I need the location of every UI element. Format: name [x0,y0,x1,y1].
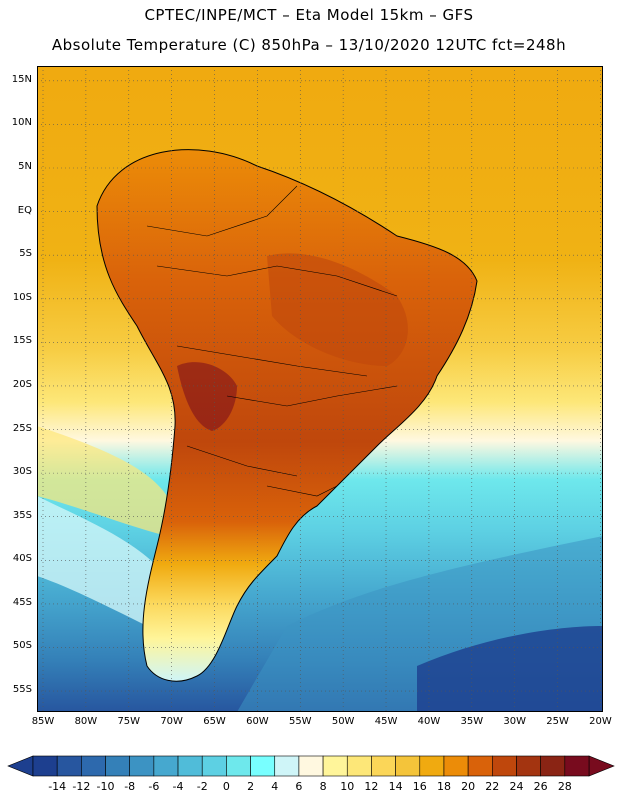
temperature-map [37,66,603,712]
colorbar-label: 6 [295,780,302,793]
colorbar-swatch [419,755,445,777]
lat-tick-label: 45S [12,596,32,608]
colorbar-label: 4 [271,780,278,793]
amazon-hot-region [267,253,408,366]
colorbar-label: 2 [247,780,254,793]
colorbar-swatch [540,755,566,777]
lat-tick-label: 15S [12,335,32,347]
lon-tick-label: 70W [160,716,183,727]
colorbar-label: 12 [364,780,378,793]
lon-tick-label: 85W [31,716,55,727]
coldest-region [417,626,603,712]
lat-tick-label: 15N [11,73,32,85]
colorbar-swatch [346,755,372,777]
colorbar-label: 16 [413,780,427,793]
colorbar-swatch [81,755,106,777]
colorbar-swatch [56,755,82,777]
colorbar-swatch [129,755,155,777]
colorbar-label: -8 [124,780,135,793]
colorbar-label: 14 [389,780,403,793]
colorbar-label: 10 [340,780,354,793]
colorbar-swatch [467,755,493,777]
colorbar-label: -12 [72,780,90,793]
lon-tick-label: 25W [546,716,569,727]
colorbar-swatch [153,755,179,777]
colorbar-label: 28 [558,780,572,793]
colorbar-swatch [250,755,276,777]
colorbar-swatch [516,755,541,777]
lat-tick-label: 10N [11,117,32,129]
colorbar-swatch [105,755,130,777]
title-line-2: Absolute Temperature (C) 850hPa – 13/10/… [51,36,567,54]
colorbar-swatch [564,755,590,777]
colorbar-label: 0 [223,780,230,793]
lat-tick-label: 5N [18,161,32,172]
colorbar-min-arrow [7,755,34,777]
lat-tick-label: 5S [19,248,32,260]
colorbar-swatch [226,755,251,777]
lon-tick-label: 75W [117,716,141,727]
lat-tick-label: 40S [12,553,32,565]
warm-pacific-band [37,426,167,536]
colorbar-label: 22 [485,780,499,793]
colorbar-swatch [492,755,517,777]
cool-pacific-band [37,496,157,626]
map-frame [37,66,603,712]
lat-tick-label: 20S [12,378,32,390]
colorbar-swatch [274,755,300,777]
lon-tick-label: 80W [74,716,98,727]
lon-tick-label: 65W [203,716,226,727]
colorbar-label: 8 [320,780,327,793]
colorbar-label: 24 [509,780,523,793]
lat-tick-label: 50S [12,640,32,652]
colorbar-swatch [177,755,203,777]
colorbar-label: -14 [48,780,66,793]
colorbar-label: 20 [461,780,475,793]
color-bar: -14 -12 -10 -8 -6 -4 -2 0 2 4 6 8 10 12 14 16 18 20 22 24 26… [7,755,615,793]
lon-tick-label: 55W [288,716,312,727]
colorbar-swatch [298,755,324,777]
colorbar-swatch [322,755,348,777]
colorbar-label: 26 [534,780,548,793]
colorbar-label: -2 [197,780,208,793]
lon-tick-label: 45W [374,716,398,727]
lat-tick-label: EQ [17,204,32,216]
lat-tick-label: 35S [12,509,32,521]
colorbar-label: 18 [437,780,451,793]
lon-tick-label: 30W [503,716,526,727]
lon-tick-label: 20W [589,716,612,727]
lon-tick-label: 60W [246,716,269,727]
colorbar-swatch [371,755,396,777]
lat-tick-label: 30S [12,466,32,478]
lon-tick-label: 35W [460,716,484,727]
colorbar-swatch [32,755,58,777]
south-america-land [96,149,478,682]
colorbar-swatch [395,755,421,777]
lat-tick-label: 10S [12,291,32,303]
country-borders [146,185,398,497]
colorbar-max-arrow [588,755,615,777]
lat-tick-label: 55S [12,684,32,696]
colorbar-swatch [443,755,469,777]
hottest-core [177,362,237,431]
colorbar-label: -6 [148,780,159,793]
title-line-1: CPTEC/INPE/MCT – Eta Model 15km – GFS [144,6,474,24]
colorbar-label: -4 [173,780,184,793]
colorbar-swatch [201,755,227,777]
lat-tick-label: 25S [12,422,32,434]
lon-tick-label: 50W [331,716,355,727]
lon-tick-label: 40W [417,716,441,727]
colorbar-label: -10 [97,780,115,793]
